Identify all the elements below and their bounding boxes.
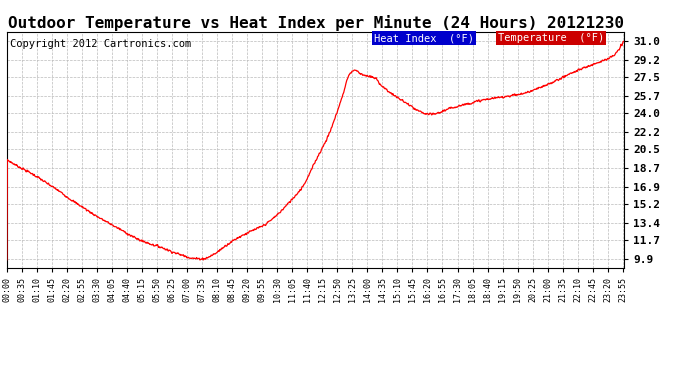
Title: Outdoor Temperature vs Heat Index per Minute (24 Hours) 20121230: Outdoor Temperature vs Heat Index per Mi… — [8, 15, 624, 31]
Text: Heat Index  (°F): Heat Index (°F) — [375, 33, 474, 43]
Text: Temperature  (°F): Temperature (°F) — [498, 33, 604, 43]
Text: Copyright 2012 Cartronics.com: Copyright 2012 Cartronics.com — [10, 39, 191, 49]
